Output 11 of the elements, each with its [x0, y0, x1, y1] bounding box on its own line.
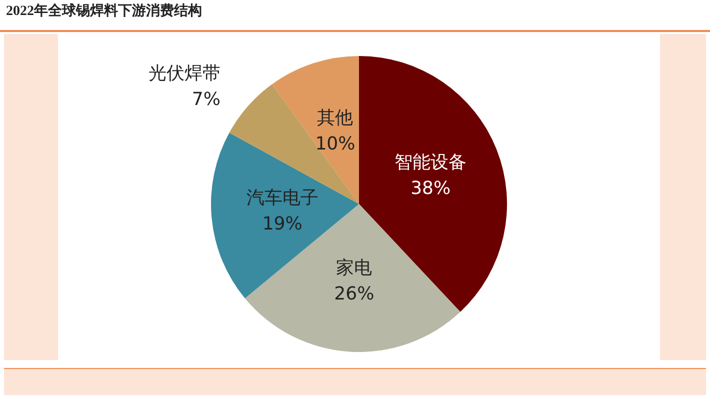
data-label: 7%: [192, 88, 220, 110]
data-label: 38%: [410, 178, 451, 200]
slice-label: 汽车电子: [246, 188, 318, 209]
slice-label: 家电: [336, 257, 372, 278]
chart-title: 2022年全球锡焊料下游消费结构: [6, 2, 202, 20]
slice-label: 智能设备: [394, 152, 467, 174]
slice-label: 光伏焊带: [148, 62, 220, 84]
slice-label: 其他: [317, 107, 354, 128]
data-label: 19%: [262, 214, 302, 235]
data-label: 10%: [315, 133, 356, 154]
data-label: 26%: [334, 283, 374, 304]
